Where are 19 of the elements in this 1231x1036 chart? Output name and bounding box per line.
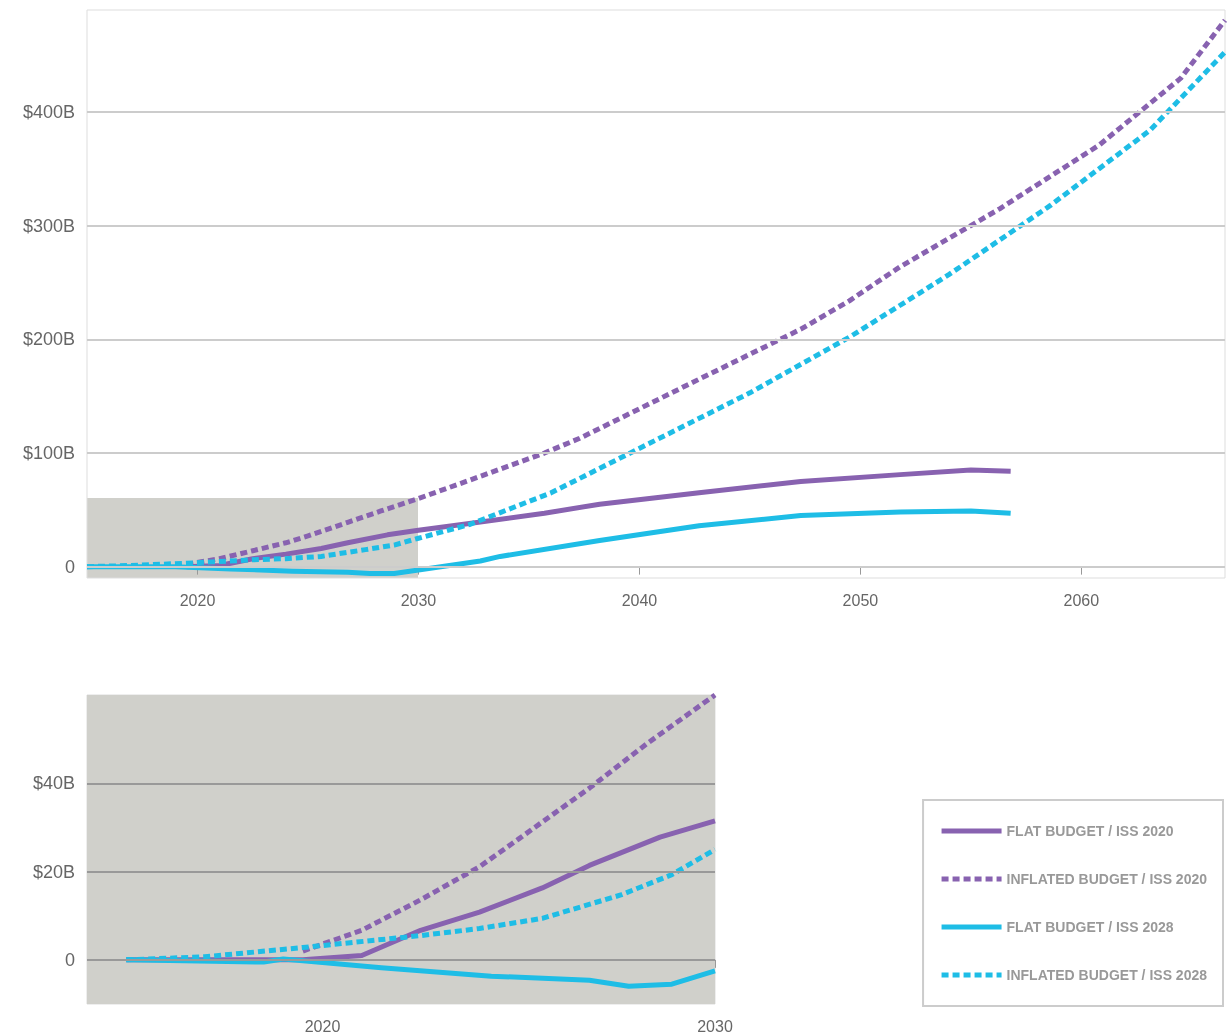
y-tick-label: $400B (22, 102, 75, 123)
y-tick-label: 0 (64, 556, 75, 577)
x-tick-label: 2060 (1063, 591, 1100, 609)
x-tick-label: 2030 (697, 1017, 733, 1035)
x-tick-label: 2040 (621, 591, 658, 609)
y-tick-label: $100B (22, 443, 75, 464)
y-tick-label: $200B (22, 329, 75, 350)
x-tick-label: 2030 (400, 591, 437, 609)
y-tick-label: $20B (32, 861, 75, 882)
legend-label: INFLATED BUDGET / ISS 2020 (1006, 871, 1208, 887)
y-tick-label: $40B (32, 773, 75, 794)
legend-label: INFLATED BUDGET / ISS 2028 (1006, 967, 1208, 983)
legend-label: FLAT BUDGET / ISS 2020 (1006, 823, 1174, 839)
y-tick-label: $300B (22, 215, 75, 236)
x-tick-label: 2020 (179, 591, 216, 609)
legend-label: FLAT BUDGET / ISS 2028 (1006, 919, 1174, 935)
x-tick-label: 2050 (842, 591, 879, 609)
x-tick-label: 2020 (304, 1017, 341, 1035)
y-tick-label: 0 (64, 949, 75, 970)
